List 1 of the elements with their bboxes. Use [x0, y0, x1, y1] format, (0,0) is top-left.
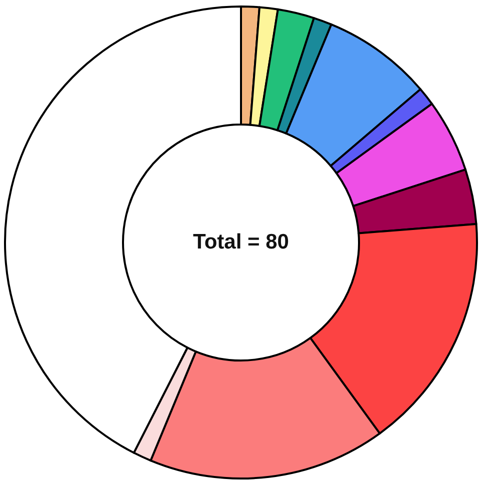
- text: Total = 80: [193, 230, 289, 254]
